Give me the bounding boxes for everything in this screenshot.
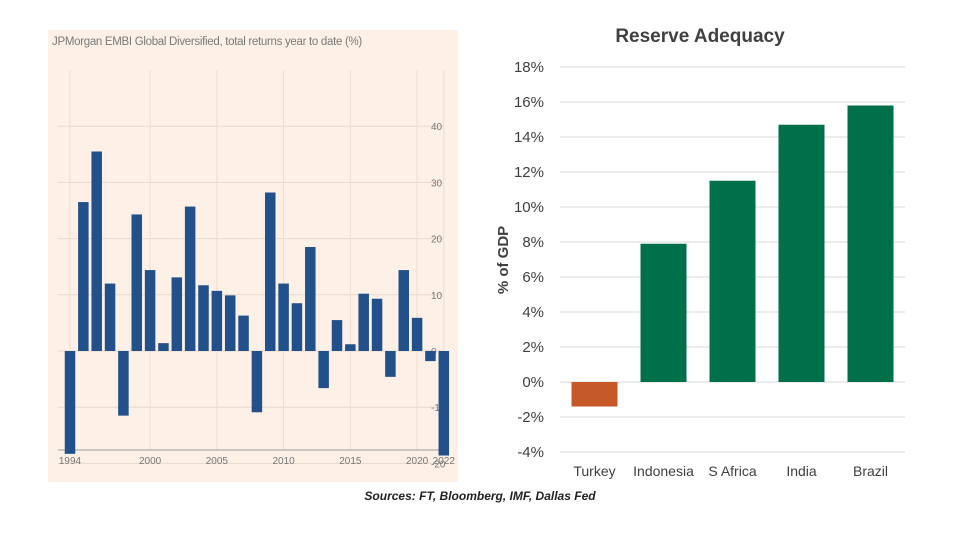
embi-chart-panel: JPMorgan EMBI Global Diversified, total … xyxy=(48,30,458,482)
y-tick-label: 14% xyxy=(514,129,544,146)
bar-1996 xyxy=(91,151,102,351)
bar-1997 xyxy=(104,283,116,351)
x-tick-label: India xyxy=(786,463,817,479)
y-tick-label: -2% xyxy=(517,409,544,426)
bar-1999 xyxy=(131,214,142,351)
bar-2003 xyxy=(184,206,196,351)
bar-1994 xyxy=(64,351,76,454)
y-axis-label: % of GDP xyxy=(495,226,512,294)
y-tick-label: 4% xyxy=(522,304,544,321)
bar-2022 xyxy=(438,351,450,456)
x-tick-label: 2000 xyxy=(139,456,162,467)
bar-2010 xyxy=(278,283,289,351)
bar-2016 xyxy=(358,293,369,351)
bar-2012 xyxy=(305,247,316,351)
bar-2002 xyxy=(171,277,183,351)
bar-indonesia xyxy=(640,243,687,382)
x-tick-label: S Africa xyxy=(708,463,756,479)
bar-2019 xyxy=(398,270,409,351)
bar-2015 xyxy=(345,344,356,351)
y-tick-label: 20 xyxy=(431,235,443,246)
bar-1995 xyxy=(78,202,89,351)
bar-india xyxy=(778,124,825,382)
embi-chart-title: JPMorgan EMBI Global Diversified, total … xyxy=(52,36,362,48)
bar-2007 xyxy=(238,315,249,351)
x-tick-label: 2022 xyxy=(433,456,456,467)
bar-2021 xyxy=(425,351,436,362)
bar-2017 xyxy=(371,298,383,351)
y-tick-label: -4% xyxy=(517,444,544,461)
bar-2014 xyxy=(331,320,343,351)
bar-2005 xyxy=(211,290,223,351)
x-tick-label: 2020 xyxy=(406,456,429,467)
bar-2013 xyxy=(318,351,329,389)
bar-2011 xyxy=(291,303,303,351)
x-tick-label: 2005 xyxy=(206,456,229,467)
bar-s-africa xyxy=(709,180,756,382)
reserve-chart-title: Reserve Adequacy xyxy=(615,26,785,47)
y-tick-label: 12% xyxy=(514,164,544,181)
bar-2001 xyxy=(158,343,169,351)
x-tick-label: 2010 xyxy=(272,456,295,467)
y-tick-label: 10 xyxy=(431,291,443,302)
bar-2018 xyxy=(385,351,396,377)
bar-2009 xyxy=(265,192,276,351)
y-tick-label: 18% xyxy=(514,59,544,76)
y-tick-label: 2% xyxy=(522,339,544,356)
y-tick-label: 40 xyxy=(431,122,443,133)
bar-2000 xyxy=(144,270,156,351)
y-tick-label: 0% xyxy=(522,374,544,391)
x-tick-label: Turkey xyxy=(573,463,615,479)
x-tick-label: Brazil xyxy=(853,463,888,479)
bar-2006 xyxy=(224,295,236,351)
bar-2020 xyxy=(411,317,423,351)
y-tick-label: 30 xyxy=(431,178,443,189)
y-tick-label: 6% xyxy=(522,269,544,286)
bar-1998 xyxy=(118,351,129,416)
y-tick-label: -20 xyxy=(431,459,446,470)
bar-brazil xyxy=(847,105,894,382)
reserve-chart: 18% 16% 14% 12% 10% 8% 6% 4% 2% 0% -2% -4% % of GDP T… xyxy=(495,59,905,479)
y-tick-label: 8% xyxy=(522,234,544,251)
x-tick-label: 1994 xyxy=(59,456,82,467)
x-tick-label: 2015 xyxy=(339,456,362,467)
bar-2004 xyxy=(198,285,209,351)
bar-2008 xyxy=(251,351,263,413)
y-tick-label: -10 xyxy=(431,403,446,414)
bar-turkey xyxy=(571,382,618,407)
y-tick-label: 10% xyxy=(514,199,544,216)
y-tick-label: 16% xyxy=(514,94,544,111)
sources-note: Sources: FT, Bloomberg, IMF, Dallas Fed xyxy=(364,489,596,503)
x-tick-label: Indonesia xyxy=(633,463,694,479)
embi-chart: 403020100-10-201994200020052010201520202… xyxy=(58,70,456,470)
